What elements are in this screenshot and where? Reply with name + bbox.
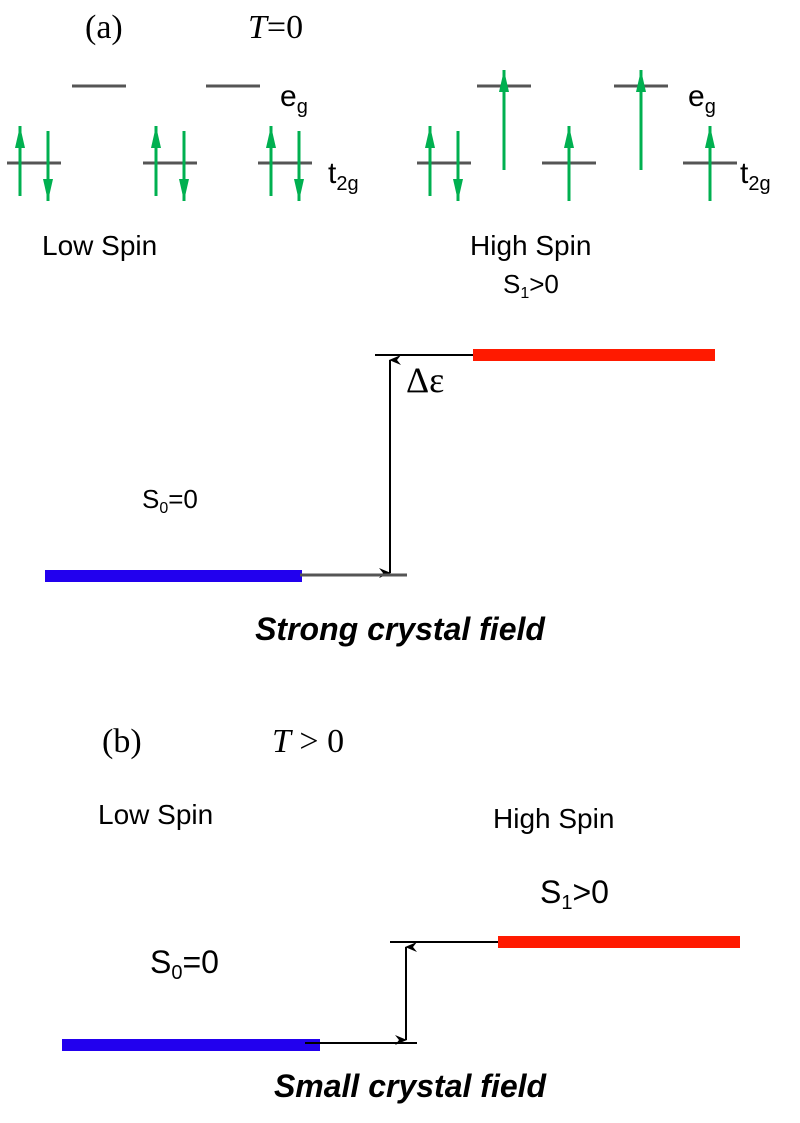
eg-label-high: eg [688, 80, 716, 118]
panel-b-temperature: T > 0 [272, 723, 344, 760]
spin-up-arrowhead [499, 70, 509, 92]
orbital-occupancy-diagram [7, 70, 737, 201]
low-spin-label-b: Low Spin [98, 799, 213, 830]
high-spin-label-a: High Spin [470, 230, 591, 261]
caption-b: Small crystal field [274, 1068, 548, 1104]
spin-up-arrowhead [564, 126, 574, 148]
spin-up-arrowhead [425, 126, 435, 148]
panel-b-label: (b) [102, 723, 142, 760]
spin-down-arrowhead [294, 179, 304, 201]
t2g-label-high: t2g [740, 157, 771, 195]
high-spin-label-b: High Spin [493, 803, 614, 834]
spin-up-arrowhead [151, 126, 161, 148]
t2g-label-low: t2g [328, 157, 359, 195]
s0-label-b: S0=0 [150, 944, 219, 984]
spin-up-arrowhead [636, 70, 646, 92]
panel-a-temperature: T=0 [248, 9, 303, 46]
panel-a-label: (a) [85, 9, 123, 46]
s1-label-b: S1>0 [540, 874, 609, 914]
spin-up-arrowhead [266, 126, 276, 148]
spin-down-arrowhead [43, 179, 53, 201]
spin-up-arrowhead [15, 126, 25, 148]
caption-a: Strong crystal field [255, 611, 546, 647]
spin-up-arrowhead [705, 126, 715, 148]
spin-down-arrowhead [179, 179, 189, 201]
s1-label-a: S1>0 [503, 269, 559, 302]
eg-label-low: eg [280, 80, 308, 118]
energy-gap-label: Δε [406, 360, 444, 400]
low-spin-label-a: Low Spin [42, 230, 157, 261]
s0-label-a: S0=0 [142, 484, 198, 517]
spin-down-arrowhead [453, 179, 463, 201]
